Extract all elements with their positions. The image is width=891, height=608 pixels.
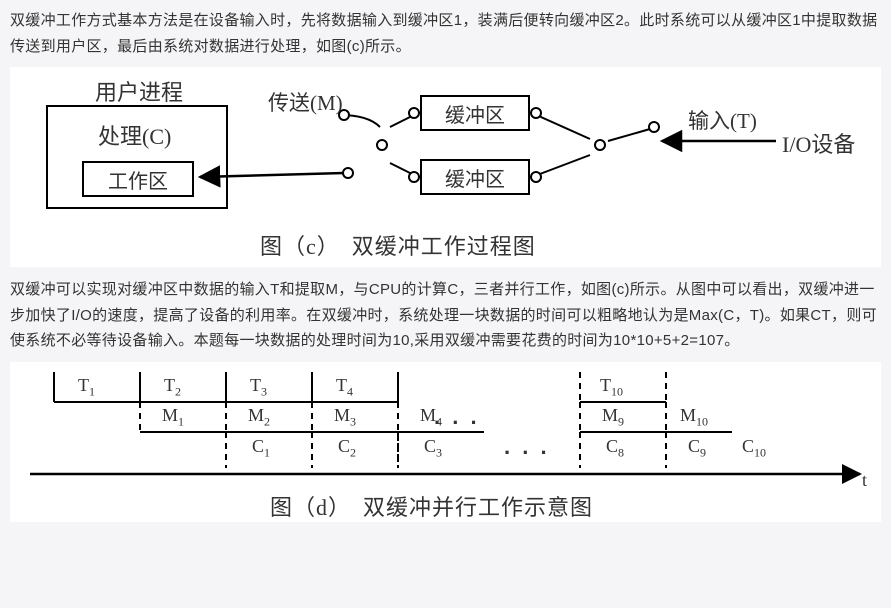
timeline-C9: C9 [688,436,706,461]
work-area-box: 工作区 [82,161,194,197]
timeline-M1: M1 [162,405,184,430]
figure-c: 用户进程 处理(C) 工作区 缓冲区 缓冲区 传送(M) 输入(T) I/O设备… [10,67,881,267]
buffer-2-box: 缓冲区 [420,159,530,195]
buffer-1-box: 缓冲区 [420,95,530,131]
user-process-box: 处理(C) 工作区 [46,105,228,209]
io-device-label: I/O设备 [782,127,855,159]
timeline-C2: C2 [338,436,356,461]
user-process-label: 用户进程 [95,75,183,107]
input-t-label: 输入(T) [688,105,757,135]
timeline-M9: M9 [602,405,624,430]
figure-d-caption: 图（d） 双缓冲并行工作示意图 [270,490,593,522]
timeline-M2: M2 [248,405,270,430]
paragraph-1: 双缓冲工作方式基本方法是在设备输入时，先将数据输入到缓冲区1，装满后便转向缓冲区… [10,8,881,59]
timeline-T4: T4 [336,375,353,400]
timeline-T10: T10 [600,375,623,400]
timeline-T3: T3 [250,375,267,400]
timeline-C8: C8 [606,436,624,461]
time-axis-label: t [862,470,867,491]
figure-c-caption: 图（c） 双缓冲工作过程图 [260,229,536,261]
figure-d: T1T2T3T4. . .T10M1M2M3M4. . .M9M10C1C2C3… [10,362,881,522]
transfer-m-label: 传送(M) [268,87,343,117]
timeline-C10: C10 [742,436,766,461]
ellipsis: . . . [504,434,550,460]
timeline-M4: M4 [420,405,442,430]
timeline-M3: M3 [334,405,356,430]
timeline-M10: M10 [680,405,708,430]
timeline-T1: T1 [78,375,95,400]
process-c-label: 处理(C) [98,119,171,151]
timeline-C3: C3 [424,436,442,461]
timeline-T2: T2 [164,375,181,400]
timeline-C1: C1 [252,436,270,461]
paragraph-2: 双缓冲可以实现对缓冲区中数据的输入T和提取M，与CPU的计算C，三者并行工作，如… [10,277,881,354]
